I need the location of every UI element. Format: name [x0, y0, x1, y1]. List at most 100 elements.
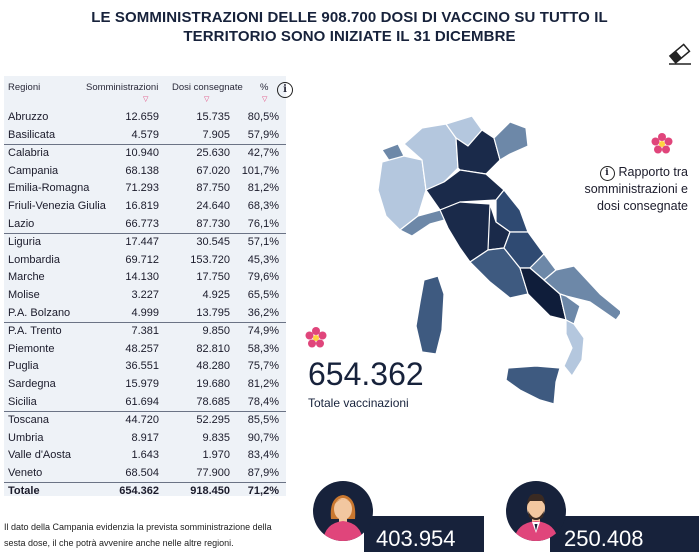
dosi-value: 15.735 — [196, 111, 230, 123]
dosi-value: 153.720 — [190, 253, 230, 266]
percent-value: 68,3% — [247, 199, 279, 212]
header-percentuale[interactable]: % — [260, 82, 269, 93]
table-row[interactable]: Liguria 17.447 30.545 57,1% — [4, 233, 286, 252]
dosi-value: 25.630 — [196, 147, 230, 160]
total-somministrazioni: 654.362 — [119, 485, 159, 498]
header-somministrazioni[interactable]: Somministrazioni — [86, 82, 159, 93]
percent-value: 81,2% — [247, 377, 279, 390]
percent-value: 57,1% — [247, 236, 279, 249]
table-row[interactable]: Sardegna 15.979 19.680 81,2% — [4, 376, 286, 394]
dosi-value: 4.925 — [202, 288, 230, 301]
somministrazioni-value: 14.130 — [125, 271, 159, 284]
percent-value: 76,1% — [247, 217, 279, 230]
somministrazioni-value: 3.227 — [131, 288, 159, 301]
footnote: Il dato della Campania evidenzia la prev… — [4, 519, 304, 551]
percent-value: 79,6% — [247, 271, 279, 284]
somministrazioni-value: 15.979 — [125, 377, 159, 390]
region-name: Basilicata — [8, 128, 56, 141]
footnote-line-1: Il dato della Campania evidenzia la prev… — [4, 522, 272, 532]
table-row[interactable]: Puglia 36.551 48.280 75,7% — [4, 358, 286, 376]
somministrazioni-value: 36.551 — [125, 360, 159, 373]
table-row[interactable]: Molise 3.227 4.925 65,5% — [4, 287, 286, 305]
region-name: Abruzzo — [8, 111, 49, 123]
dosi-value: 24.640 — [196, 199, 230, 212]
eraser-icon[interactable] — [667, 42, 693, 66]
somministrazioni-value: 7.381 — [131, 325, 159, 338]
footnote-line-2: sesta dose, il che potrà avvenire anche … — [4, 538, 234, 548]
region-name: Piemonte — [8, 342, 55, 355]
table-row[interactable]: Piemonte 48.257 82.810 58,3% — [4, 341, 286, 359]
table-row[interactable]: Basilicata 4.579 7.905 57,9% — [4, 127, 286, 145]
table-row[interactable]: Friuli-Venezia Giulia 16.819 24.640 68,3% — [4, 198, 286, 216]
italy-map — [377, 115, 620, 405]
map-region-basilicata — [559, 293, 581, 325]
regions-table: Regioni Somministrazioni Dosi consegnate… — [4, 76, 293, 497]
legend-note-line-3: dosi consegnate — [596, 199, 688, 213]
region-name: Veneto — [8, 466, 43, 479]
percent-value: 81,2% — [247, 182, 279, 195]
table-row[interactable]: Sicilia 61.694 78.685 78,4% — [4, 394, 286, 412]
title-line-2: TERRITORIO SONO INIZIATE IL 31 DICEMBRE — [183, 28, 516, 45]
table-row[interactable]: Toscana 44.720 52.295 85,5% — [4, 411, 286, 430]
legend-note-line-1: Rapporto tra — [618, 165, 688, 179]
percent-value: 85,5% — [247, 414, 279, 427]
dosi-value: 30.545 — [196, 236, 230, 249]
somministrazioni-value: 61.694 — [125, 395, 159, 408]
percent-value: 45,3% — [247, 253, 279, 266]
table-row[interactable]: Veneto 68.504 77.900 87,9% — [4, 465, 286, 483]
table-row[interactable]: Emilia-Romagna 71.293 87.750 81,2% — [4, 180, 286, 198]
table-row[interactable]: Lombardia 69.712 153.720 45,3% — [4, 252, 286, 270]
legend-note-line-2: somministrazioni e — [584, 182, 688, 196]
somministrazioni-value: 16.819 — [125, 199, 159, 212]
somministrazioni-value: 8.917 — [131, 431, 159, 444]
primula-flower-icon — [305, 327, 327, 348]
region-name: Puglia — [8, 360, 39, 373]
table-row[interactable]: Calabria 10.940 25.630 42,7% — [4, 144, 286, 163]
dosi-value: 87.750 — [196, 182, 230, 195]
percent-value: 75,7% — [247, 360, 279, 373]
table-row[interactable]: P.A. Trento 7.381 9.850 74,9% — [4, 322, 286, 341]
total-dosi: 918.450 — [190, 485, 230, 498]
page-title: LE SOMMINISTRAZIONI DELLE 908.700 DOSI D… — [0, 8, 699, 46]
table-total-row: Totale 654.362 918.450 71,2% — [4, 482, 286, 501]
header-regioni[interactable]: Regioni — [8, 82, 41, 93]
somministrazioni-value: 4.579 — [131, 128, 159, 141]
table-row[interactable]: P.A. Bolzano 4.999 13.795 36,2% — [4, 305, 286, 323]
dosi-value: 17.750 — [196, 271, 230, 284]
women-count: 403.954 — [376, 526, 456, 551]
somministrazioni-value: 48.257 — [125, 342, 159, 355]
dosi-value: 9.835 — [202, 431, 230, 444]
sort-percentuale-icon[interactable]: ▽ — [262, 96, 268, 103]
table-row[interactable]: Valle d'Aosta 1.643 1.970 83,4% — [4, 447, 286, 465]
region-name: Calabria — [8, 147, 49, 160]
primula-flower-icon — [651, 133, 673, 154]
dosi-value: 52.295 — [196, 414, 230, 427]
table-row[interactable]: Abruzzo 12.659 15.735 80,5% — [4, 109, 286, 127]
info-icon[interactable]: i — [599, 166, 615, 181]
region-name: Emilia-Romagna — [8, 182, 90, 195]
region-name: P.A. Bolzano — [8, 306, 71, 319]
region-name: Sardegna — [8, 377, 56, 390]
region-name: Liguria — [8, 236, 42, 249]
region-name: Lombardia — [8, 253, 60, 266]
percent-value: 57,9% — [247, 128, 279, 141]
sort-dosi-icon[interactable]: ▽ — [204, 96, 210, 103]
table-row[interactable]: Umbria 8.917 9.835 90,7% — [4, 430, 286, 448]
info-icon[interactable]: i — [277, 82, 293, 98]
dosi-value: 9.850 — [202, 325, 230, 338]
region-name: Umbria — [8, 431, 44, 444]
map-region-sardegna — [415, 275, 445, 355]
table-row[interactable]: Marche 14.130 17.750 79,6% — [4, 269, 286, 287]
table-row[interactable]: Campania 68.138 67.020 101,7% — [4, 163, 286, 181]
percent-value: 58,3% — [247, 342, 279, 355]
woman-avatar-icon — [313, 481, 373, 541]
dosi-value: 87.730 — [196, 217, 230, 230]
man-avatar-icon — [506, 481, 566, 541]
sort-somministrazioni-icon[interactable]: ▽ — [143, 96, 149, 103]
dosi-value: 78.685 — [196, 395, 230, 408]
table-row[interactable]: Lazio 66.773 87.730 76,1% — [4, 216, 286, 234]
dosi-value: 1.970 — [202, 449, 230, 462]
header-dosi-consegnate[interactable]: Dosi consegnate — [172, 82, 243, 93]
somministrazioni-value: 66.773 — [125, 217, 159, 230]
somministrazioni-value: 10.940 — [125, 147, 159, 160]
